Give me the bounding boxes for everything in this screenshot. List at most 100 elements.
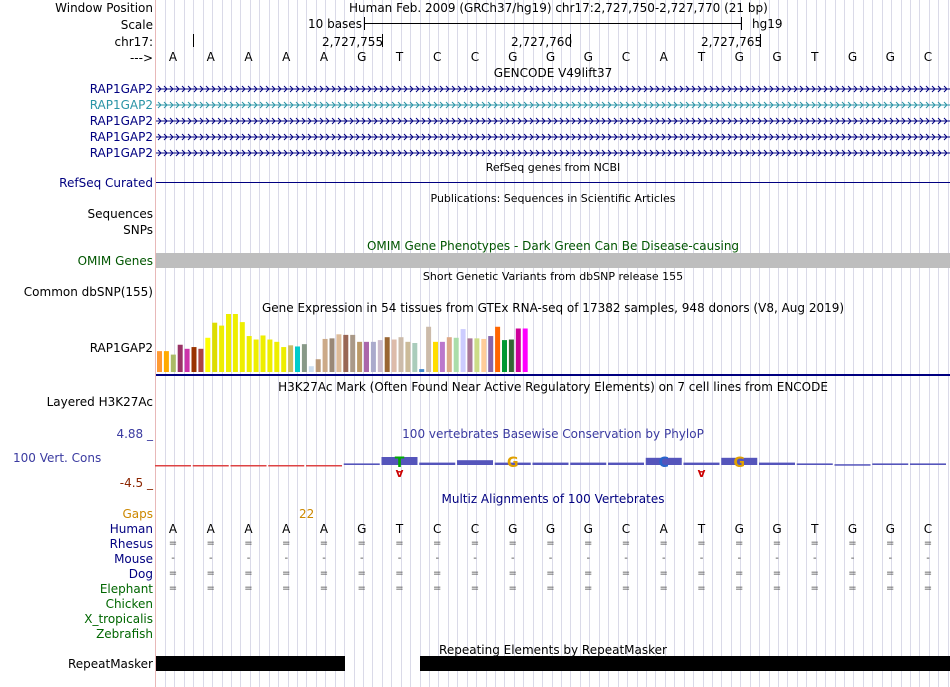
strand-arrow xyxy=(325,117,330,125)
strand-arrow xyxy=(415,101,420,109)
species-label-elephant[interactable]: Elephant xyxy=(99,582,153,596)
strand-arrow xyxy=(571,133,576,141)
strand-arrow xyxy=(487,101,492,109)
strand-arrow xyxy=(373,117,378,125)
species-label-dog[interactable]: Dog xyxy=(128,567,153,581)
strand-arrow xyxy=(619,85,624,93)
strand-arrow xyxy=(595,101,600,109)
strand-arrow xyxy=(175,133,180,141)
strand-arrow xyxy=(817,101,822,109)
species-label-zebrafish[interactable]: Zebrafish xyxy=(96,627,153,641)
refseq-label[interactable]: RefSeq Curated xyxy=(59,176,153,190)
strand-arrow xyxy=(487,117,492,125)
strand-arrow xyxy=(721,101,726,109)
strand-arrow xyxy=(307,149,312,157)
strand-arrow xyxy=(679,101,684,109)
alignment-match: - xyxy=(435,553,440,564)
omim-label[interactable]: OMIM Genes xyxy=(77,254,153,268)
strand-arrow xyxy=(217,133,222,141)
strand-arrow xyxy=(349,133,354,141)
strand-arrow xyxy=(427,149,432,157)
gencode-transcript-label[interactable]: RAP1GAP2 xyxy=(89,98,153,112)
gencode-transcript-line[interactable] xyxy=(156,84,950,94)
gtex-bar-chart[interactable] xyxy=(156,314,950,378)
strand-arrow xyxy=(727,149,732,157)
species-label-chicken[interactable]: Chicken xyxy=(105,597,153,611)
strand-arrow xyxy=(583,117,588,125)
alignment-match: = xyxy=(772,583,782,594)
strand-arrow xyxy=(691,85,696,93)
strand-arrow xyxy=(703,149,708,157)
publications-title: Publications: Sequences in Scientific Ar… xyxy=(430,192,676,205)
alignment-match: - xyxy=(473,553,477,564)
strand-arrow xyxy=(337,85,342,93)
conservation-logo-letter: G xyxy=(507,455,519,471)
strand-arrow xyxy=(601,149,606,157)
strand-arrow xyxy=(625,149,630,157)
alignment-match: = xyxy=(923,583,933,594)
strand-arrow xyxy=(571,117,576,125)
strand-arrow xyxy=(835,149,840,157)
alignment-match: = xyxy=(206,568,215,579)
gencode-transcript-line[interactable] xyxy=(156,148,950,158)
strand-arrow xyxy=(673,117,678,125)
strand-arrow xyxy=(817,85,822,93)
strand-arrow xyxy=(397,85,402,93)
gaps-count: 22 xyxy=(299,507,315,521)
repeat-element-2[interactable] xyxy=(420,656,950,671)
strand-arrow xyxy=(247,133,252,141)
conservation-plot[interactable]: TAG CAG xyxy=(155,440,950,486)
gtex-tissue-bar xyxy=(377,340,383,372)
strand-arrow xyxy=(367,85,372,93)
strand-arrow xyxy=(361,133,366,141)
gencode-transcript-label[interactable]: RAP1GAP2 xyxy=(89,146,153,160)
species-label-rhesus[interactable]: Rhesus xyxy=(109,537,153,551)
species-label-human[interactable]: Human xyxy=(109,522,153,536)
gencode-transcript-line[interactable] xyxy=(156,132,950,142)
refseq-gene-line[interactable] xyxy=(156,182,950,183)
gencode-transcript-line[interactable] xyxy=(156,100,950,110)
strand-arrow xyxy=(391,117,396,125)
strand-arrow xyxy=(547,149,552,157)
sequence-base: G xyxy=(847,50,858,64)
strand-arrow xyxy=(685,117,690,125)
gencode-transcript-label[interactable]: RAP1GAP2 xyxy=(89,130,153,144)
omim-feature[interactable] xyxy=(156,253,950,268)
strand-arrow xyxy=(295,101,300,109)
dbsnp-label[interactable]: Common dbSNP(155) xyxy=(23,285,153,299)
strand-arrow xyxy=(907,133,912,141)
strand-arrow xyxy=(367,101,372,109)
repeat-element-1[interactable] xyxy=(156,656,345,671)
h3k27ac-label[interactable]: Layered H3K27Ac xyxy=(46,395,153,409)
gencode-transcript-label[interactable]: RAP1GAP2 xyxy=(89,82,153,96)
strand-arrow xyxy=(211,85,216,93)
strand-arrow xyxy=(769,117,774,125)
strand-arrow xyxy=(757,85,762,93)
strand-arrow xyxy=(919,149,924,157)
snps-label[interactable]: SNPs xyxy=(123,223,153,237)
strand-arrow xyxy=(277,85,282,93)
strand-arrow xyxy=(331,149,336,157)
strand-arrow xyxy=(391,133,396,141)
repeatmasker-label[interactable]: RepeatMasker xyxy=(67,657,153,671)
gencode-transcript-line[interactable] xyxy=(156,116,950,126)
strand-arrow xyxy=(799,149,804,157)
strand-arrow xyxy=(913,117,918,125)
human-alignment-base: G xyxy=(734,522,744,536)
ruler-tick xyxy=(570,34,571,47)
species-label-mouse[interactable]: Mouse xyxy=(114,552,153,566)
gtex-tissue-bar xyxy=(502,340,507,372)
strand-arrow xyxy=(505,133,510,141)
gtex-tissue-bar xyxy=(239,322,245,372)
strand-arrow xyxy=(253,117,258,125)
strand-arrow xyxy=(499,117,504,125)
gtex-label[interactable]: RAP1GAP2 xyxy=(89,341,153,355)
species-label-x_tropicalis[interactable]: X_tropicalis xyxy=(84,612,153,626)
gencode-transcript-label[interactable]: RAP1GAP2 xyxy=(89,114,153,128)
strand-arrow xyxy=(415,117,420,125)
scale-bar xyxy=(364,23,742,24)
conservation-label[interactable]: 100 Vert. Cons xyxy=(13,451,102,465)
strand-arrow xyxy=(343,101,348,109)
strand-arrow xyxy=(739,117,744,125)
sequences-label[interactable]: Sequences xyxy=(87,207,153,221)
